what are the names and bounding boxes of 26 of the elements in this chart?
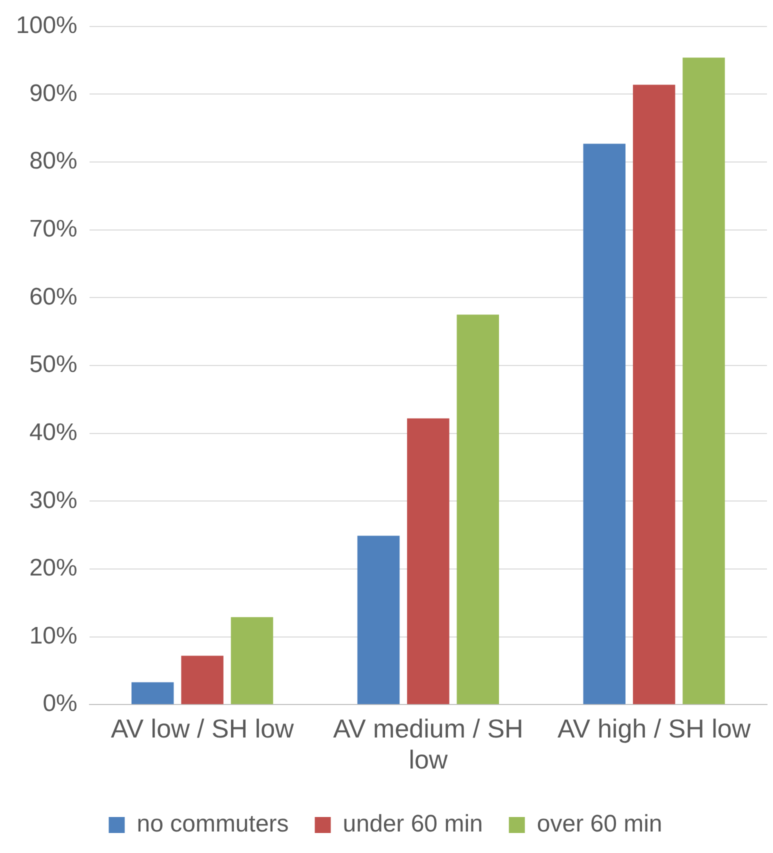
y-tick-label: 60% — [29, 283, 78, 310]
x-tick-label: AV high / SH low — [557, 713, 751, 744]
y-tick-label: 0% — [42, 690, 78, 718]
y-tick-label: 70% — [29, 215, 78, 242]
bar — [456, 314, 500, 704]
bar — [132, 682, 174, 704]
x-tick-label: AV medium / SH low — [333, 713, 524, 775]
legend-label: under 60 min — [342, 810, 483, 838]
y-tick-label: 50% — [29, 351, 78, 378]
legend-label: no commuters — [136, 810, 289, 838]
bar — [357, 536, 400, 704]
bar — [181, 656, 224, 704]
y-tick-label: 90% — [29, 80, 78, 107]
bar — [230, 617, 274, 704]
y-tick-label: 40% — [29, 418, 78, 446]
y-tick-label: 80% — [29, 148, 78, 175]
y-tick-label: 30% — [29, 486, 78, 514]
x-tick-label: AV low / SH low — [110, 713, 294, 744]
legend-label: over 60 min — [536, 810, 662, 838]
bar — [682, 58, 725, 704]
y-tick-label: 20% — [29, 554, 78, 582]
bar — [632, 84, 676, 704]
bar — [407, 418, 450, 704]
bar — [583, 144, 626, 704]
y-tick-label: 100% — [16, 12, 78, 40]
y-tick-label: 10% — [29, 622, 78, 650]
